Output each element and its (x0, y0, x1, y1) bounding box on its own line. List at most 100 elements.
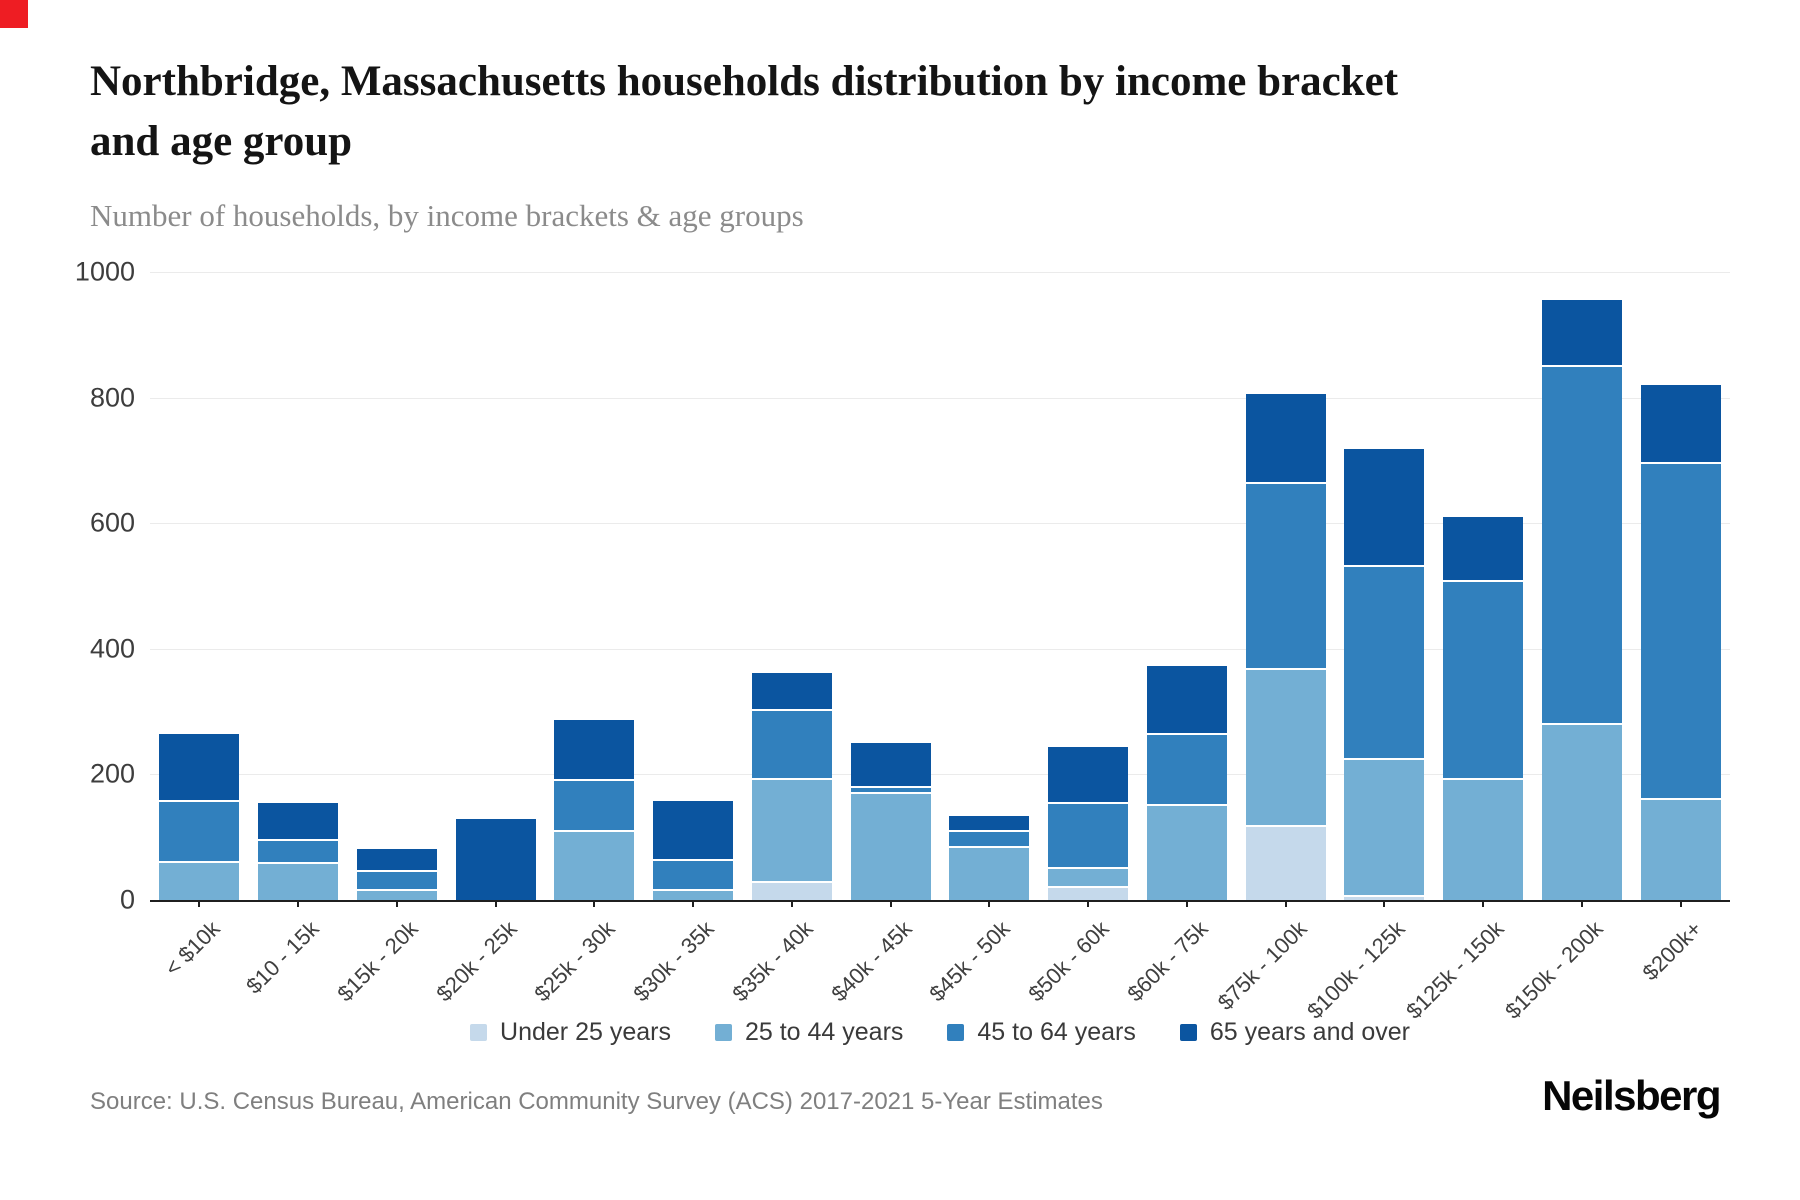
x-tick (1482, 900, 1485, 907)
bar-segment-$100k - 125k-65 years and over (1344, 449, 1425, 566)
x-tick (790, 900, 793, 907)
x-tick (692, 900, 695, 907)
y-tick-label-200: 200 (89, 758, 135, 789)
x-tick (988, 900, 991, 907)
x-tick (1580, 900, 1583, 907)
bar-segment-$50k - 60k-45 to 64 years (1048, 802, 1129, 868)
bar-segment-$35k - 40k-65 years and over (751, 672, 832, 710)
bar-segment-$75k - 100k-Under 25 years (1245, 824, 1326, 900)
bar-segment-$100k - 125k-45 to 64 years (1344, 565, 1425, 759)
chart-subtitle: Number of households, by income brackets… (90, 198, 804, 233)
bar-segment-$100k - 125k-Under 25 years (1344, 894, 1425, 900)
y-tick-label-600: 600 (89, 507, 135, 538)
x-tick-label-$50k - 60k: $50k - 60k (1023, 916, 1114, 1007)
x-tick (889, 900, 892, 907)
bar-segment-< $10k-45 to 64 years (159, 799, 240, 862)
bar-segment-$200k+-65 years and over (1640, 385, 1721, 462)
bar-segment-$150k - 200k-65 years and over (1541, 300, 1622, 365)
bar-segment-$35k - 40k-Under 25 years (751, 881, 832, 900)
x-tick (1284, 900, 1287, 907)
bar-segment-$30k - 35k-65 years and over (653, 800, 734, 860)
bar-segment-$45k - 50k-45 to 64 years (949, 829, 1030, 846)
x-tick-label-$75k - 100k: $75k - 100k (1212, 916, 1312, 1015)
brand-logo: Neilsberg (1542, 1072, 1721, 1119)
x-tick-label-$10 - 15k: $10 - 15k (241, 916, 324, 999)
bar-segment-$50k - 60k-65 years and over (1048, 746, 1129, 803)
x-tick-label-$15k - 20k: $15k - 20k (332, 916, 423, 1007)
bar-segment-$150k - 200k-45 to 64 years (1541, 364, 1622, 723)
legend-item-Under 25 years: Under 25 years (470, 1018, 671, 1047)
x-axis-line (150, 900, 1730, 902)
bar-segment-$150k - 200k-25 to 44 years (1541, 722, 1622, 900)
bar-segment-$30k - 35k-25 to 44 years (653, 888, 734, 900)
bar-segment-$25k - 30k-25 to 44 years (554, 829, 635, 900)
bar-segment-$10 - 15k-65 years and over (258, 803, 339, 840)
bar-segment-$35k - 40k-45 to 64 years (751, 709, 832, 778)
bar-segment-$15k - 20k-25 to 44 years (356, 888, 437, 900)
bar-segment-$10 - 15k-25 to 44 years (258, 862, 339, 900)
bar-segment-$35k - 40k-25 to 44 years (751, 777, 832, 882)
legend-swatch (1179, 1024, 1197, 1041)
x-tick-label-< $10k: < $10k (160, 916, 226, 981)
bar-segment-$25k - 30k-65 years and over (554, 719, 635, 780)
bar-segment-$75k - 100k-25 to 44 years (1245, 667, 1326, 825)
x-tick-label-$150k - 200k: $150k - 200k (1499, 916, 1608, 1024)
x-tick-label-$45k - 50k: $45k - 50k (924, 916, 1016, 1007)
bar-segment-$45k - 50k-65 years and over (949, 816, 1030, 830)
x-tick (1087, 900, 1090, 907)
bar-segment-$125k - 150k-65 years and over (1443, 516, 1524, 580)
x-tick (1185, 900, 1188, 907)
bar-segment-$50k - 60k-25 to 44 years (1048, 867, 1129, 887)
x-tick (593, 900, 596, 907)
bar-segment-$30k - 35k-45 to 64 years (653, 859, 734, 889)
legend-item-65 years and over: 65 years and over (1179, 1018, 1410, 1047)
x-tick (494, 900, 497, 907)
x-tick (1383, 900, 1386, 907)
gridline-1000 (150, 272, 1730, 273)
bar-segment-< $10k-25 to 44 years (159, 861, 240, 900)
x-tick (297, 900, 300, 907)
x-tick-label-$200k+: $200k+ (1637, 916, 1707, 986)
bar-segment-$100k - 125k-25 to 44 years (1344, 758, 1425, 895)
legend-label: Under 25 years (500, 1018, 671, 1046)
bar-segment-$200k+-25 to 44 years (1640, 797, 1721, 900)
legend-label: 45 to 64 years (977, 1018, 1136, 1046)
legend-item-25 to 44 years: 25 to 44 years (714, 1018, 904, 1047)
x-tick (1679, 900, 1682, 907)
bar-segment-$75k - 100k-65 years and over (1245, 394, 1326, 483)
y-tick-label-0: 0 (119, 884, 135, 915)
plot-area: 0 200 400 600 800 1000 < $10k $10 - 15k $15k - 2… (75, 257, 1730, 1024)
legend: Under 25 years 25 to 44 years 45 to 64 yea… (150, 1018, 1730, 1047)
bar-segment-$60k - 75k-65 years and over (1146, 666, 1227, 733)
bar-segment-$200k+-45 to 64 years (1640, 461, 1721, 798)
x-tick-label-$125k - 150k: $125k - 150k (1401, 916, 1509, 1024)
y-tick-label-800: 800 (89, 382, 135, 413)
x-tick (198, 900, 201, 907)
x-tick-label-$40k - 45k: $40k - 45k (825, 916, 917, 1007)
bar-segment-< $10k-65 years and over (159, 733, 240, 800)
gridline-200 (150, 774, 1730, 776)
bar-segment-$15k - 20k-65 years and over (356, 848, 437, 870)
bar-segment-$25k - 30k-45 to 64 years (554, 779, 635, 830)
red-corner-mark (0, 0, 28, 28)
legend-swatch (947, 1024, 965, 1041)
legend-item-45 to 64 years: 45 to 64 years (947, 1018, 1136, 1047)
bar-segment-$15k - 20k-45 to 64 years (356, 869, 437, 889)
x-tick (395, 900, 398, 907)
chart-title: Northbridge, Massachusetts households di… (90, 58, 1399, 165)
bar-segment-$60k - 75k-25 to 44 years (1146, 803, 1227, 900)
legend-label: 25 to 44 years (744, 1018, 904, 1046)
x-tick-label-$20k - 25k: $20k - 25k (430, 916, 522, 1007)
bar-segment-$60k - 75k-45 to 64 years (1146, 732, 1227, 804)
x-tick-label-$60k - 75k: $60k - 75k (1122, 916, 1213, 1007)
legend-label: 65 years and over (1209, 1018, 1410, 1046)
bar-segment-$40k - 45k-45 to 64 years (850, 785, 931, 792)
legend-swatch (470, 1024, 488, 1041)
bar-segment-$125k - 150k-25 to 44 years (1443, 777, 1524, 900)
gridline-800 (150, 397, 1730, 399)
bar-segment-$40k - 45k-25 to 44 years (850, 791, 931, 900)
bar-segment-$45k - 50k-25 to 44 years (949, 846, 1030, 900)
legend-swatch (714, 1024, 732, 1041)
gridline-400 (150, 648, 1730, 650)
y-tick-label-1000: 1000 (74, 256, 135, 287)
